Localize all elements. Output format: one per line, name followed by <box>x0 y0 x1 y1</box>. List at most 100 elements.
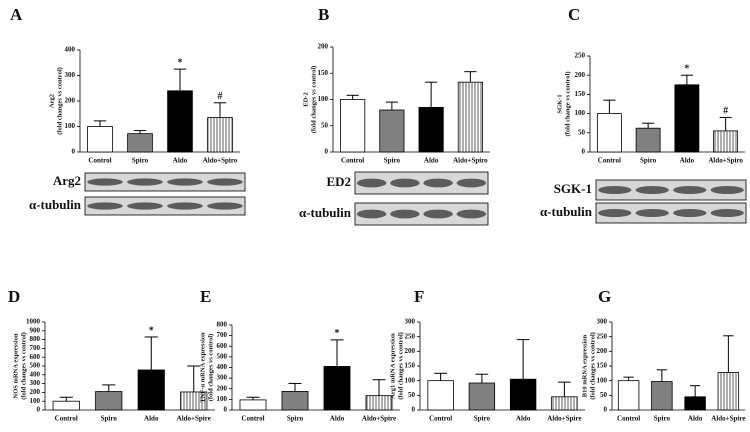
blot-band <box>356 178 387 188</box>
blot-band <box>423 209 453 219</box>
y-tick-label: 200 <box>405 347 416 355</box>
y-tick-label: 150 <box>318 69 329 77</box>
significance-marker: * <box>149 325 154 336</box>
y-tick-label: 800 <box>30 335 41 343</box>
y-tick-label: 100 <box>597 376 608 384</box>
blot-label: α-tubulin <box>29 197 82 212</box>
bar <box>207 117 233 153</box>
blot-band <box>598 209 632 217</box>
blot-band <box>356 209 387 219</box>
bar <box>379 109 405 153</box>
y-tick-label: 50 <box>600 391 608 399</box>
bar <box>635 127 661 153</box>
bar <box>167 90 193 153</box>
y-tick-label: 50 <box>578 128 586 136</box>
blot-strip <box>84 196 246 216</box>
bar <box>427 380 454 411</box>
panel-letter: E <box>200 287 211 306</box>
x-tick-label: Aldo+Spire <box>711 415 745 423</box>
x-tick-label: Aldo <box>173 157 188 165</box>
y-axis-label: (fold changes vs control) <box>56 67 63 135</box>
y-tick-label: 400 <box>65 46 76 54</box>
x-tick-label: Spiro <box>640 157 657 165</box>
y-tick-label: 50 <box>321 121 329 129</box>
bar <box>239 399 267 411</box>
y-axis-label: SGK-1 <box>556 94 563 113</box>
y-axis-label: (fold changes vs control) <box>310 66 317 134</box>
bar <box>468 382 496 411</box>
y-tick-label: 500 <box>30 362 41 370</box>
y-axis-label: (fold changes vs control) <box>397 332 404 400</box>
y-tick-label: 0 <box>72 148 76 156</box>
y-axis-label: B10 mRNA expression <box>581 334 588 397</box>
x-tick-label: Control <box>241 415 264 423</box>
blot-band <box>635 186 669 194</box>
y-tick-label: 100 <box>30 397 41 405</box>
bar <box>281 391 309 411</box>
bar <box>52 400 80 411</box>
blot-band <box>673 186 707 194</box>
blot-band <box>456 209 487 219</box>
y-axis-label: Arg2 <box>48 94 55 108</box>
y-tick-label: 100 <box>65 122 76 130</box>
blot-band <box>127 202 163 210</box>
y-tick-label: 400 <box>30 370 41 378</box>
y-tick-label: 150 <box>575 90 586 98</box>
bar <box>323 366 351 411</box>
bar <box>651 381 673 411</box>
blot-band <box>167 202 203 210</box>
x-tick-label: Aldo+Spiro <box>453 157 488 165</box>
y-axis-label: (fold changes vs control) <box>20 332 27 400</box>
blot-label: Arg2 <box>53 173 81 188</box>
panel-letter: D <box>8 287 20 306</box>
x-tick-label: Aldo <box>680 157 695 165</box>
y-tick-label: 200 <box>318 43 329 51</box>
blot-label: α-tubulin <box>540 204 593 219</box>
y-tick-label: 300 <box>217 374 228 382</box>
blot-band <box>635 209 669 217</box>
y-axis-label: (fold change vs control) <box>564 71 571 136</box>
x-tick-label: Aldo+Spire <box>547 415 581 423</box>
x-tick-label: Spiro <box>132 157 149 165</box>
y-tick-label: 300 <box>65 71 76 79</box>
y-axis-label: ED-2 <box>302 92 309 106</box>
x-tick-label: Aldo+Spiro <box>708 157 743 165</box>
blot-band <box>207 202 243 210</box>
significance-marker: # <box>218 91 223 102</box>
y-axis-label: Arg1 mRNA expression <box>389 333 396 399</box>
blot-band <box>423 178 453 188</box>
y-tick-label: 800 <box>217 321 228 329</box>
y-tick-label: 500 <box>217 352 228 360</box>
y-tick-label: 200 <box>217 384 228 392</box>
y-tick-label: 1000 <box>26 318 41 326</box>
x-tick-label: Spiro <box>384 157 401 165</box>
y-tick-label: 600 <box>30 353 41 361</box>
panel-letter: G <box>598 287 611 306</box>
y-tick-label: 200 <box>597 347 608 355</box>
significance-marker: * <box>684 63 689 74</box>
y-tick-label: 700 <box>217 331 228 339</box>
x-tick-label: Aldo+Spiro <box>203 157 238 165</box>
x-tick-label: Control <box>55 415 78 423</box>
blot-band <box>87 202 123 210</box>
blot-strip <box>595 202 747 224</box>
panel-letter: C <box>568 5 580 24</box>
blot-label: SGK-1 <box>554 181 592 196</box>
x-tick-label: Control <box>341 157 364 165</box>
x-tick-label: Spiro <box>287 415 304 423</box>
blot-band <box>710 186 744 194</box>
x-tick-label: Aldo+Spire <box>362 415 396 423</box>
y-tick-label: 250 <box>405 332 416 340</box>
bar <box>180 391 208 411</box>
bar <box>717 372 740 411</box>
panel-letter: F <box>414 287 424 306</box>
y-tick-label: 600 <box>217 342 228 350</box>
y-tick-label: 150 <box>405 362 416 370</box>
blot-band <box>87 178 123 186</box>
blot-band <box>390 178 420 188</box>
x-tick-label: Spiro <box>654 415 671 423</box>
y-tick-label: 0 <box>224 406 228 414</box>
blot-band <box>390 209 420 219</box>
blot-label: ED2 <box>326 174 351 189</box>
